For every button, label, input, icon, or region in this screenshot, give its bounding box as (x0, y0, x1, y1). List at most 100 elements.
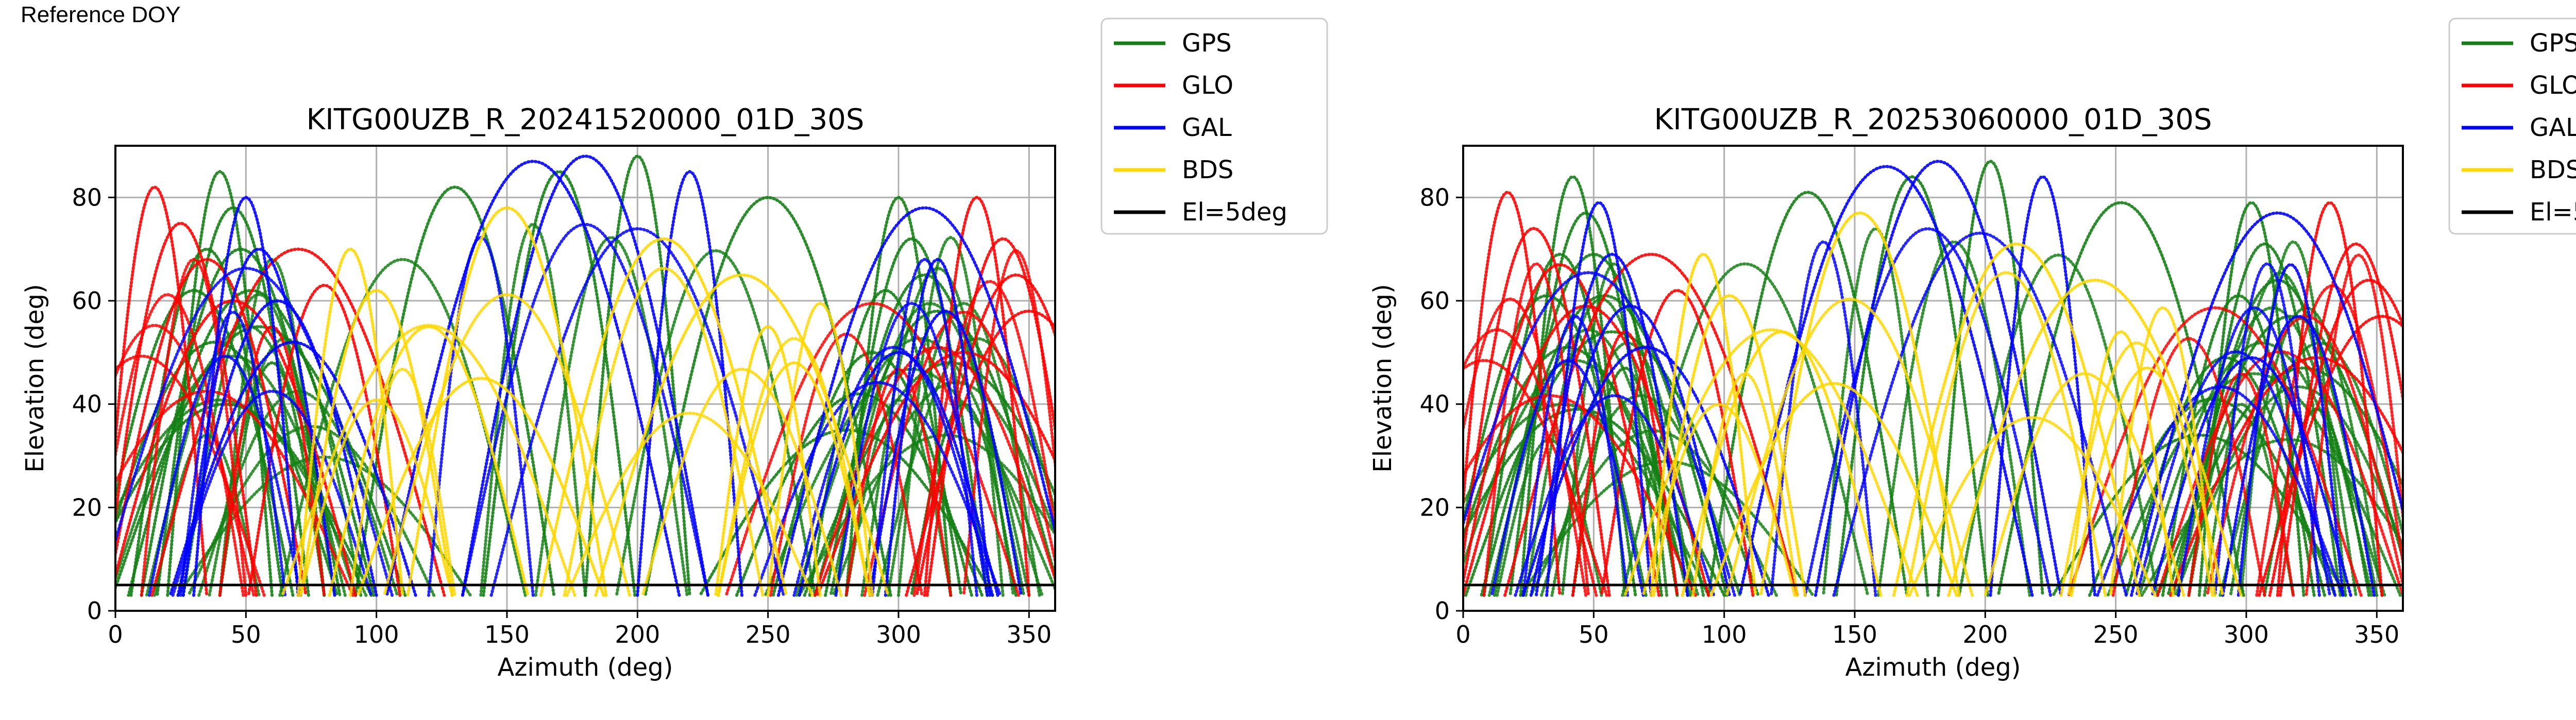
satellite-arc-glo (1463, 328, 1598, 597)
plot-frame (114, 145, 1056, 612)
satellite-arc-glo (2206, 315, 2403, 597)
y-tick-label: 60 (1419, 287, 1450, 315)
satellite-arc-glo (863, 311, 1055, 597)
satellite-arc-bds (299, 398, 454, 597)
satellite-arc-gal (1490, 358, 1645, 597)
satellite-tracks (1463, 159, 2403, 597)
y-tick-label: 20 (1419, 493, 1450, 521)
y-tick-label: 80 (72, 183, 102, 211)
legend-label: El=5deg (2530, 198, 2576, 227)
satellite-arc-gal (2150, 356, 2352, 597)
satellite-arc-glo (2278, 242, 2403, 597)
satellite-arc-bds (1725, 297, 1974, 597)
satellite-arc-gal (636, 170, 743, 597)
satellite-arc-gps (181, 293, 336, 597)
satellite-arc-glo (1463, 227, 1611, 597)
satellite-arc-gps (1482, 252, 1637, 597)
satellite-arc-gal (2236, 263, 2345, 597)
satellite-arc-bds (1947, 278, 2243, 597)
x-tick-label: 150 (1832, 621, 1877, 648)
satellite-arc-bds (349, 367, 456, 597)
x-axis-label: Azimuth (deg) (498, 653, 673, 682)
figure-label: Reference DOY (21, 2, 181, 27)
satellite-arc-gal (147, 354, 302, 597)
satellite-arc-gps (534, 236, 689, 597)
x-tick-label: 50 (231, 621, 261, 648)
satellite-arc-gps (479, 222, 587, 597)
satellite-arc-gal (1514, 394, 1716, 597)
y-tick-label: 0 (1435, 597, 1450, 625)
legend-label: GPS (2530, 29, 2576, 58)
satellite-arc-gal (1989, 175, 2097, 597)
y-tick-label: 20 (72, 493, 102, 521)
y-tick-label: 40 (1419, 390, 1450, 418)
satellite-tracks (115, 154, 1055, 597)
satellite-arc-gal (868, 310, 1023, 597)
x-tick-label: 250 (745, 621, 791, 648)
satellite-arc-gal (181, 247, 336, 597)
x-tick-label: 50 (1579, 621, 1609, 648)
satellite-arc-gps (115, 288, 295, 597)
satellite-arc-bds (1892, 242, 2141, 597)
satellite-arc-gps (115, 354, 358, 597)
x-tick-label: 250 (2093, 621, 2139, 648)
satellite-arc-gal (834, 301, 989, 597)
x-tick-label: 300 (876, 621, 921, 648)
plot-frame (1462, 145, 2404, 612)
chart-title: KITG00UZB_R_20253060000_01D_30S (1654, 103, 2212, 136)
satellite-arc-glo (1571, 330, 1679, 597)
legend-label: GAL (1182, 113, 1232, 142)
satellite-arc-gps (886, 301, 1041, 597)
satellite-arc-gal (753, 381, 1002, 597)
legend: GPS GLO GAL BDS El=5deg (1100, 18, 1328, 235)
legend-label: GPS (1182, 29, 1232, 58)
x-tick-label: 350 (2354, 621, 2399, 648)
satellite-arc-gal (1521, 346, 1770, 597)
satellite-arc-gal (1738, 165, 2034, 597)
satellite-arc-glo (2111, 337, 2266, 597)
satellite-arc-bds (281, 323, 577, 597)
satellite-arc-gps (584, 154, 691, 597)
satellite-arc-gal (461, 155, 710, 597)
satellite-arc-glo (915, 273, 1055, 597)
satellite-arc-bds (1649, 252, 1757, 597)
satellite-arc-gps (834, 237, 989, 597)
satellite-arc-gps (1937, 159, 2044, 597)
satellite-arc-glo (115, 293, 245, 597)
satellite-arc-gal (2177, 306, 2332, 597)
y-tick-label: 80 (1419, 183, 1450, 211)
satellite-arc-bds (1984, 372, 2185, 597)
satellite-arc-bds (565, 412, 814, 597)
x-axis-label: Azimuth (deg) (1845, 653, 2021, 682)
satellite-arc-bds (1709, 382, 1958, 597)
satellite-arc-glo (1463, 358, 1608, 597)
satellite-arc-bds (717, 361, 872, 597)
y-tick-label: 40 (72, 390, 102, 418)
satellite-arc-gal (192, 196, 300, 597)
satellite-arc-glo (923, 196, 1031, 597)
satellite-arc-bds (1759, 211, 1961, 597)
satellite-arc-gal (168, 340, 417, 597)
satellite-arc-glo (115, 185, 209, 597)
chart-panel-2: 0 50 100 150 200 250 300 350 0 20 40 60 80 KITG00UZB_… (1368, 18, 2576, 682)
satellite-arc-gps (1957, 253, 2159, 597)
satellite-arc-gps (115, 325, 407, 597)
satellite-arc-glo (844, 367, 953, 597)
chart-panel-1: 0 50 100 150 200 250 300 350 0 20 40 60 80 KITG00UZB_… (21, 18, 1328, 682)
chart-title: KITG00UZB_R_20241520000_01D_30S (307, 103, 865, 136)
satellite-arc-gal (2135, 350, 2337, 597)
satellite-arc-glo (905, 310, 1055, 597)
satellite-arc-bds (296, 247, 404, 597)
x-tick-label: 0 (108, 621, 123, 648)
satellite-arc-gal (1832, 231, 2128, 597)
satellite-arc-gps (1464, 330, 1760, 597)
satellite-arc-gps (2187, 242, 2342, 597)
satellite-arc-gal (489, 227, 786, 597)
satellite-arc-bds (357, 376, 605, 597)
satellite-arc-glo (2067, 306, 2363, 597)
satellite-arc-gps (1835, 175, 1990, 597)
satellite-arc-gal (798, 351, 999, 597)
satellite-arc-glo (1600, 288, 1755, 597)
satellite-arc-bds (2070, 366, 2225, 597)
